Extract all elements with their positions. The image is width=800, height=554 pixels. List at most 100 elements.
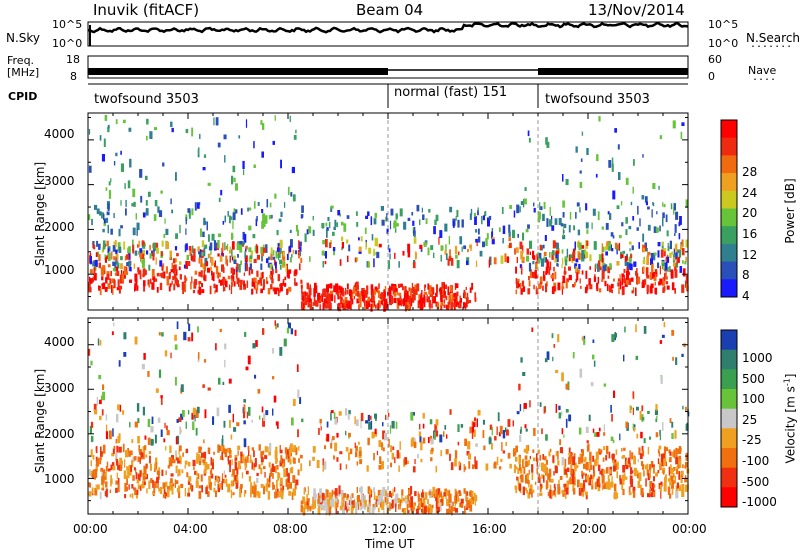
heatmap-cell xyxy=(604,280,607,287)
heatmap-cell xyxy=(149,131,153,139)
heatmap-cell xyxy=(626,266,628,273)
heatmap-cell xyxy=(170,478,173,484)
heatmap-cell xyxy=(647,473,651,481)
heatmap-cell xyxy=(444,223,448,232)
heatmap-cell xyxy=(110,228,113,235)
heatmap-cell xyxy=(249,255,253,259)
heatmap-cell xyxy=(593,360,596,367)
heatmap-cell xyxy=(646,284,649,293)
heatmap-cell xyxy=(172,459,176,464)
heatmap-cell xyxy=(370,420,373,430)
heatmap-cell xyxy=(551,333,554,339)
heatmap-cell xyxy=(347,300,351,308)
heatmap-cell xyxy=(263,485,266,495)
heatmap-cell xyxy=(374,304,377,309)
heatmap-cell xyxy=(289,257,292,263)
heatmap-cell xyxy=(547,473,550,481)
heatmap-cell xyxy=(545,434,548,441)
heatmap-cell xyxy=(565,487,569,495)
heatmap-cell xyxy=(239,244,243,253)
heatmap-cell xyxy=(284,276,287,281)
heatmap-cell xyxy=(671,433,674,439)
heatmap-cell xyxy=(169,445,172,453)
heatmap-cell xyxy=(196,477,198,481)
heatmap-cell xyxy=(424,506,427,512)
heatmap-cell xyxy=(214,260,216,268)
heatmap-cell xyxy=(508,237,511,242)
heatmap-cell xyxy=(199,201,201,206)
heatmap-cell xyxy=(553,471,555,476)
heatmap-cell xyxy=(88,165,92,173)
heatmap-cell xyxy=(443,492,446,497)
heatmap-cell xyxy=(132,239,134,247)
heatmap-cell xyxy=(428,209,431,213)
heatmap-cell xyxy=(589,266,591,270)
heatmap-cell xyxy=(424,284,426,288)
heatmap-cell xyxy=(347,494,349,498)
heatmap-cell xyxy=(543,251,547,256)
heatmap-cell xyxy=(573,453,576,459)
heatmap-cell xyxy=(348,452,350,461)
heatmap-cell xyxy=(394,252,396,259)
heatmap-cell xyxy=(277,287,280,297)
heatmap-cell xyxy=(380,491,384,495)
heatmap-cell xyxy=(178,417,182,422)
heatmap-cell xyxy=(247,455,249,463)
heatmap-cell xyxy=(555,250,559,255)
heatmap-cell xyxy=(211,274,215,281)
heatmap-cell xyxy=(448,300,451,305)
heatmap-cell xyxy=(321,223,325,229)
heatmap-cell xyxy=(572,456,576,466)
heatmap-cell xyxy=(263,279,266,288)
heatmap-cell xyxy=(515,278,518,285)
heatmap-cell xyxy=(299,250,302,257)
heatmap-cell xyxy=(215,343,217,351)
heatmap-cell xyxy=(100,446,102,453)
heatmap-cell xyxy=(459,300,462,309)
heatmap-cell xyxy=(107,248,110,254)
heatmap-cell xyxy=(232,469,236,475)
heatmap-cell xyxy=(254,277,257,283)
heatmap-cell xyxy=(394,457,396,464)
heatmap-cell xyxy=(280,247,282,254)
heatmap-cell xyxy=(613,453,615,459)
heatmap-cell xyxy=(120,200,122,206)
heatmap-cell xyxy=(119,457,123,465)
heatmap-cell xyxy=(186,472,189,478)
heatmap-cell xyxy=(364,290,368,298)
heatmap-cell xyxy=(570,469,573,475)
heatmap-cell xyxy=(628,258,631,264)
heatmap-cell xyxy=(348,410,351,415)
heatmap-cell xyxy=(685,462,689,468)
heatmap-cell xyxy=(230,285,233,295)
heatmap-cell xyxy=(519,429,522,434)
heatmap-cell xyxy=(569,254,573,259)
heatmap-cell xyxy=(292,475,296,483)
heatmap-cell xyxy=(197,290,200,294)
heatmap-cell xyxy=(519,435,522,442)
heatmap-cell xyxy=(687,411,690,417)
heatmap-cell xyxy=(546,351,550,360)
heatmap-cell xyxy=(543,456,547,461)
heatmap-cell xyxy=(368,421,372,430)
heatmap-cell xyxy=(272,268,274,275)
heatmap-cell xyxy=(588,414,591,422)
colorbar-segment xyxy=(721,408,737,429)
heatmap-cell xyxy=(329,504,333,509)
heatmap-cell xyxy=(313,494,316,501)
heatmap-cell xyxy=(590,465,593,470)
heatmap-cell xyxy=(123,266,127,275)
heatmap-cell xyxy=(196,406,200,414)
heatmap-cell xyxy=(250,250,253,256)
heatmap-cell xyxy=(670,467,673,475)
heatmap-cell xyxy=(428,503,432,512)
heatmap-cell xyxy=(106,211,110,216)
heatmap-cell xyxy=(432,296,436,304)
heatmap-cell xyxy=(616,205,620,210)
heatmap-cell xyxy=(532,457,536,462)
heatmap-cell xyxy=(623,354,625,362)
heatmap-cell xyxy=(660,249,664,258)
heatmap-cell xyxy=(270,253,273,261)
heatmap-cell xyxy=(350,305,352,311)
heatmap-cell xyxy=(420,492,424,498)
